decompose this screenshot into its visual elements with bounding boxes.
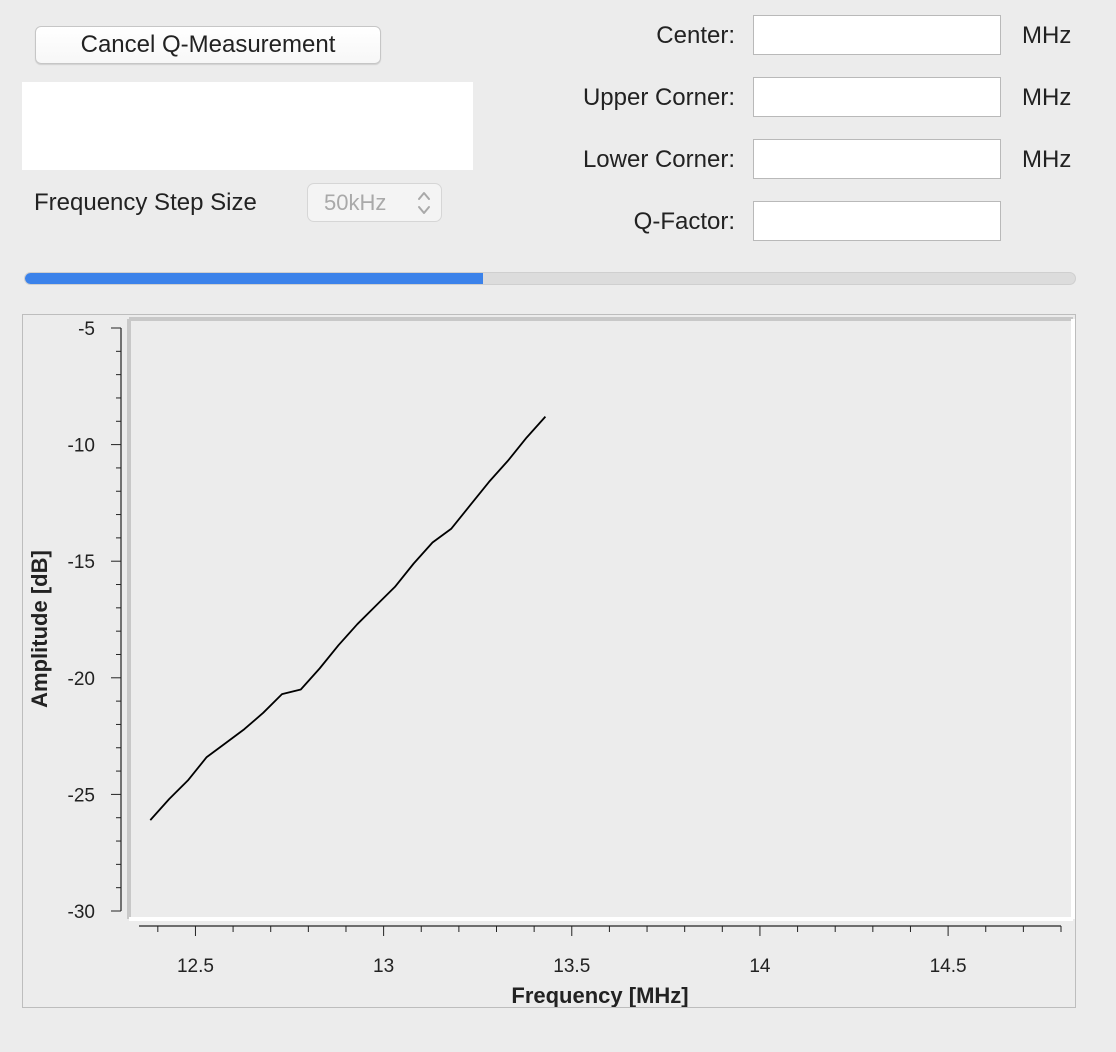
lower-corner-input[interactable] bbox=[753, 139, 1001, 179]
center-unit: MHz bbox=[1022, 22, 1072, 49]
x-tick-label: 13 bbox=[373, 956, 394, 977]
spinner-up-down-icon[interactable] bbox=[415, 188, 433, 218]
y-tick-label: -30 bbox=[68, 902, 95, 923]
measurement-progress-bar bbox=[24, 272, 1076, 285]
x-axis-ticks: 12.5 13 13.5 14 14.5 bbox=[157, 926, 1062, 977]
upper-corner-input[interactable] bbox=[753, 77, 1001, 117]
amplitude-chart-panel: -5 -10 -15 -20 -25 -30 12.5 13 13.5 14 14.5 Frequ… bbox=[22, 314, 1076, 1008]
y-tick-label: -10 bbox=[68, 436, 95, 457]
x-tick-label: 12.5 bbox=[177, 956, 214, 977]
cancel-q-measurement-button[interactable]: Cancel Q-Measurement bbox=[35, 26, 381, 64]
x-tick-label: 14.5 bbox=[930, 956, 967, 977]
x-axis-title: Frequency [MHz] bbox=[511, 983, 688, 1007]
q-factor-label: Q-Factor: bbox=[633, 208, 735, 235]
y-tick-label: -5 bbox=[78, 319, 95, 340]
x-tick-label: 13.5 bbox=[553, 956, 590, 977]
amplitude-series-line bbox=[149, 415, 547, 821]
y-tick-label: -20 bbox=[68, 669, 95, 690]
upper-corner-label: Upper Corner: bbox=[582, 84, 735, 111]
lower-corner-unit: MHz bbox=[1022, 146, 1072, 173]
lower-corner-label: Lower Corner: bbox=[582, 146, 735, 173]
plot-area bbox=[129, 319, 1073, 919]
x-tick-label: 14 bbox=[749, 956, 771, 977]
y-tick-label: -25 bbox=[68, 785, 95, 806]
frequency-step-size-label: Frequency Step Size bbox=[34, 189, 257, 216]
amplitude-chart: -5 -10 -15 -20 -25 -30 12.5 13 13.5 14 14.5 Frequ… bbox=[27, 317, 1075, 1007]
q-factor-input[interactable] bbox=[753, 201, 1001, 241]
frequency-step-size-spinner[interactable]: 50kHz bbox=[307, 183, 442, 222]
center-label: Center: bbox=[656, 22, 735, 49]
y-axis-ticks: -5 -10 -15 -20 -25 -30 bbox=[68, 319, 121, 923]
center-frequency-input[interactable] bbox=[753, 15, 1001, 55]
status-display-area bbox=[22, 82, 473, 170]
progress-bar-fill bbox=[25, 273, 483, 284]
upper-corner-unit: MHz bbox=[1022, 84, 1072, 111]
y-axis-title: Amplitude [dB] bbox=[27, 550, 52, 708]
y-tick-label: -15 bbox=[68, 552, 95, 573]
frequency-step-size-value: 50kHz bbox=[324, 190, 387, 215]
